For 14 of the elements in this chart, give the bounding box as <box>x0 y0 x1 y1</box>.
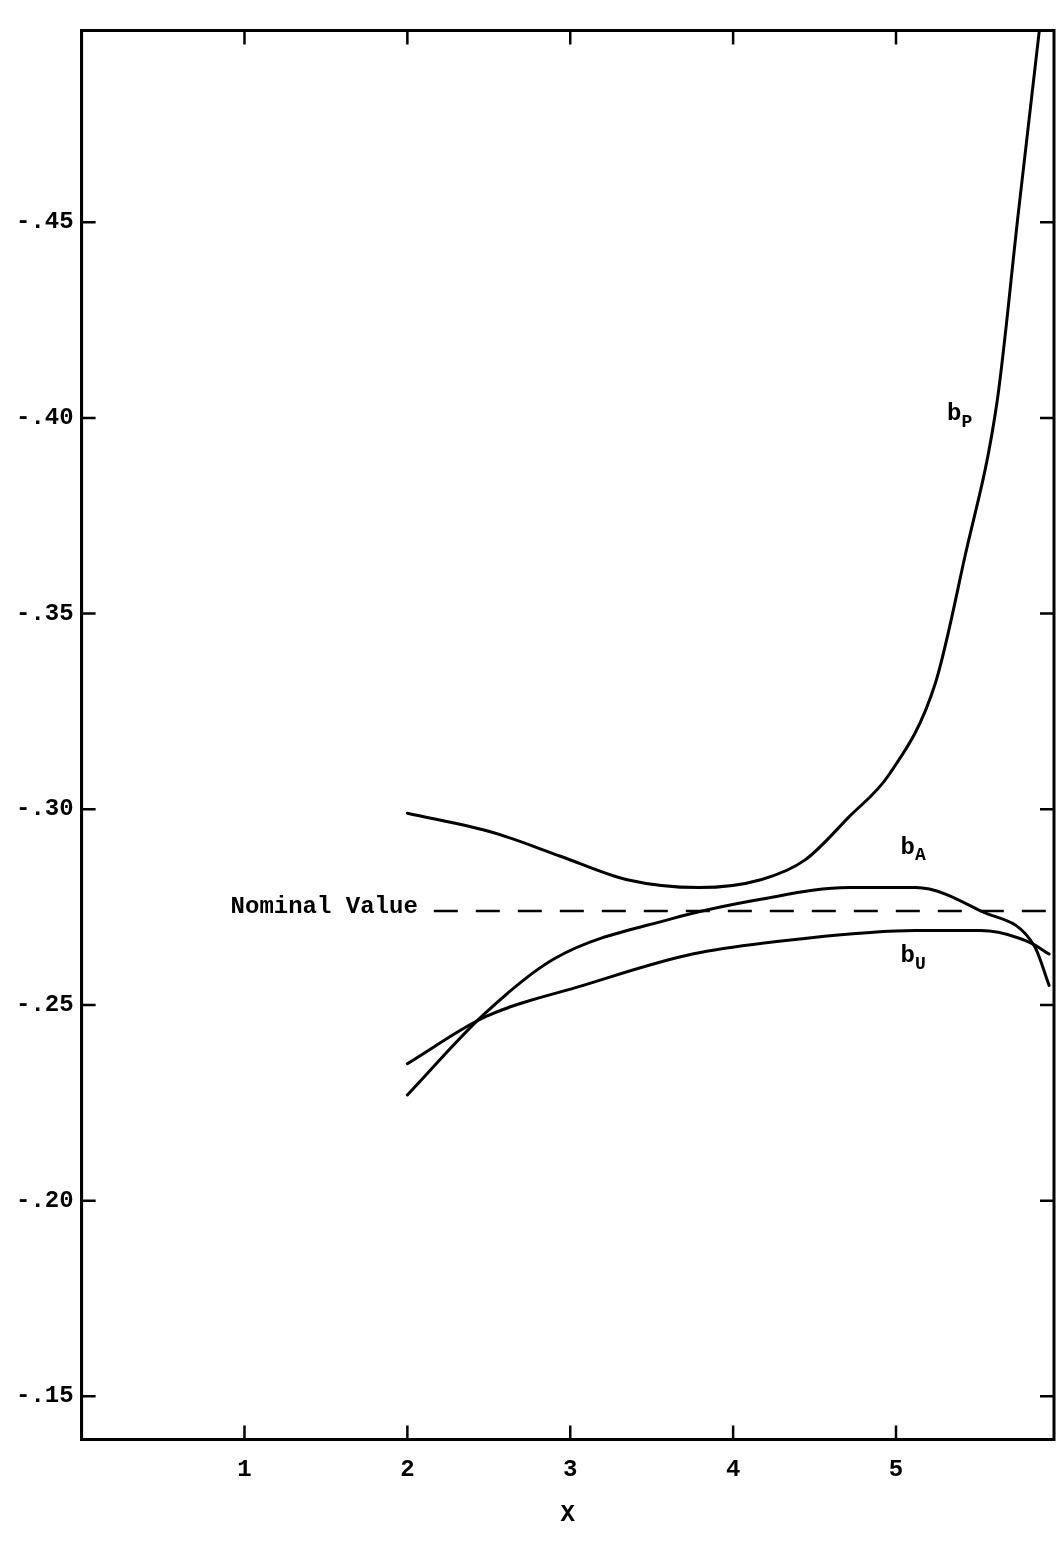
x-tick-label: 1 <box>237 1455 252 1483</box>
ref-line-label: Nominal Value <box>230 893 418 921</box>
x-axis-title: X <box>560 1500 576 1528</box>
x-tick-label: 3 <box>563 1455 578 1483</box>
y-tick-label: -.40 <box>16 403 74 431</box>
y-tick-label: -.30 <box>16 795 74 823</box>
y-tick-label: -.45 <box>16 208 74 236</box>
x-tick-label: 4 <box>725 1455 741 1483</box>
y-tick-label: -.15 <box>16 1382 74 1410</box>
y-tick-label: -.35 <box>16 599 74 627</box>
x-tick-label: 2 <box>400 1455 415 1483</box>
y-tick-label: -.25 <box>16 991 74 1019</box>
x-tick-label: 5 <box>888 1455 904 1483</box>
y-tick-label: -.20 <box>16 1186 74 1214</box>
